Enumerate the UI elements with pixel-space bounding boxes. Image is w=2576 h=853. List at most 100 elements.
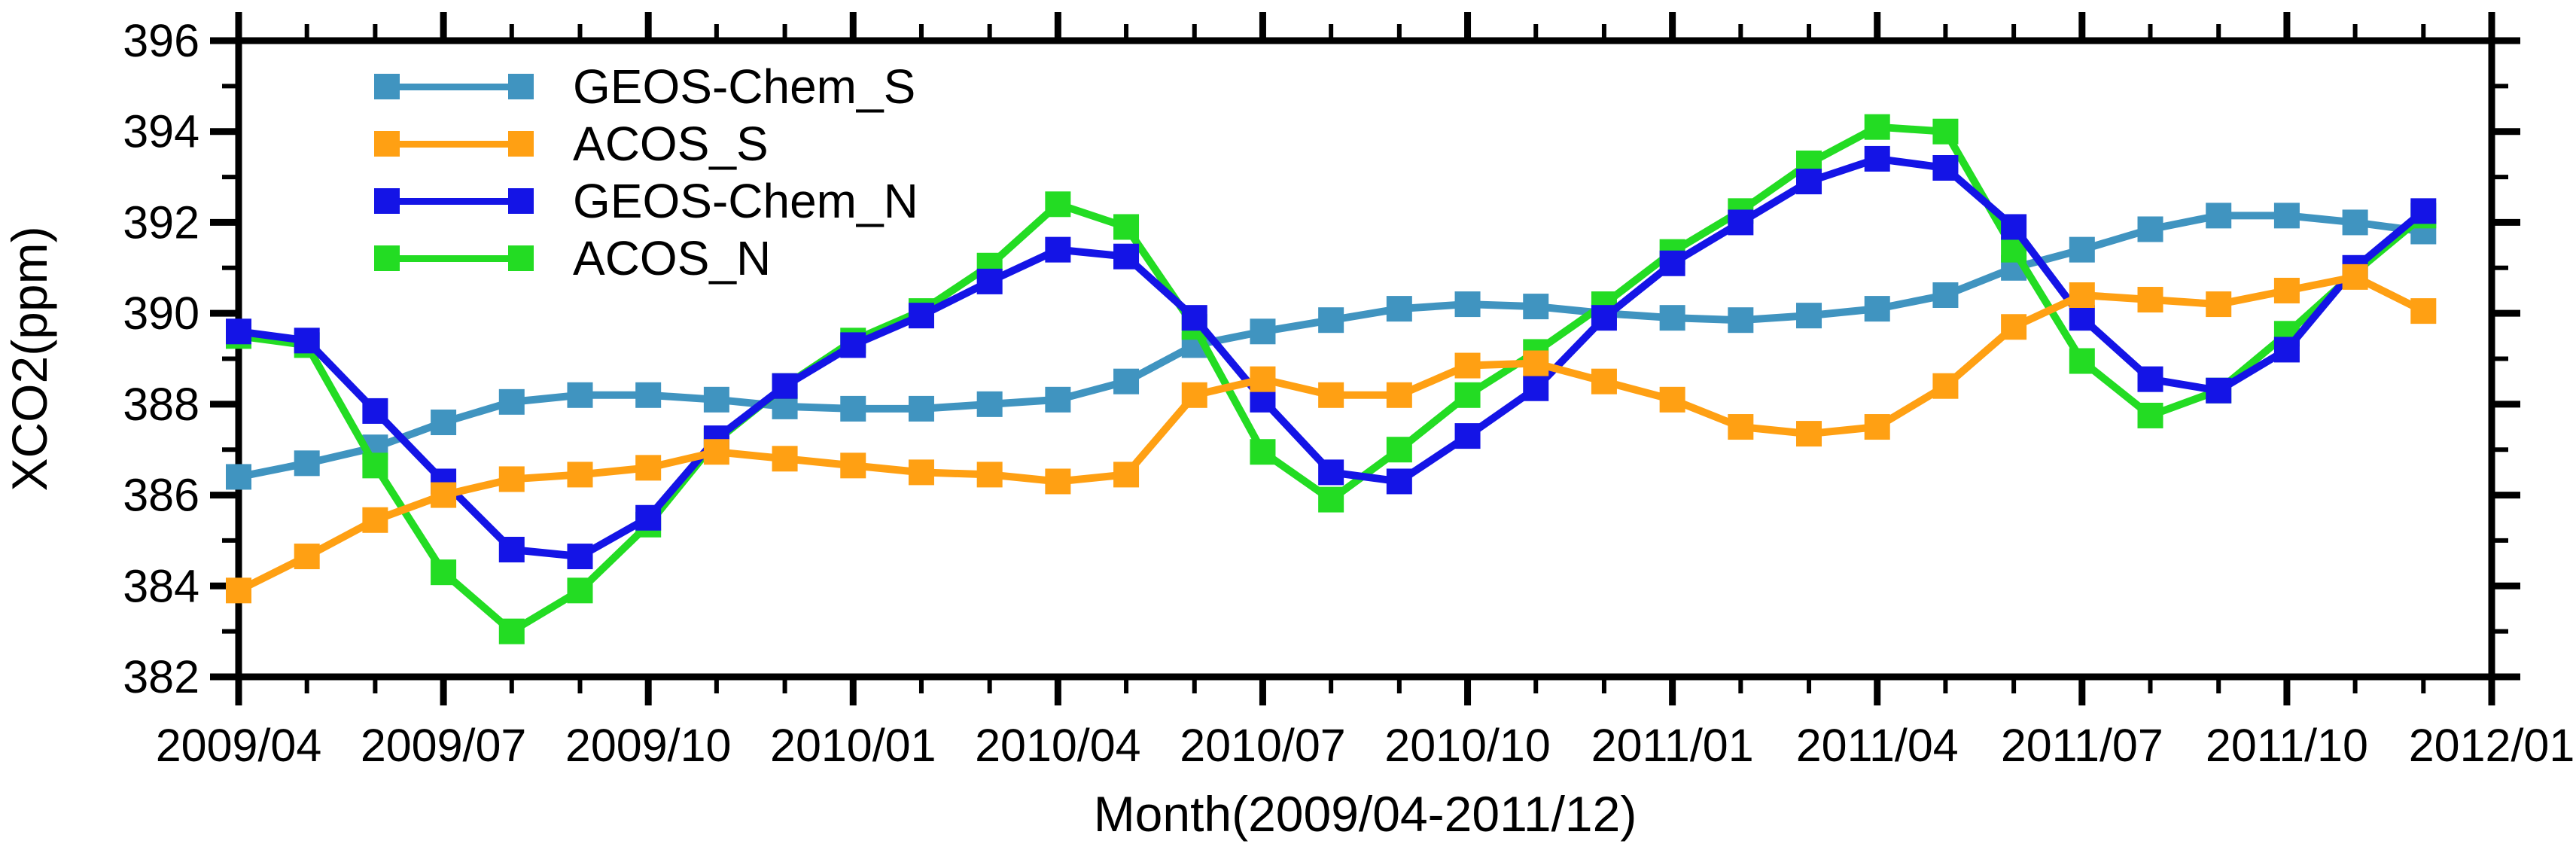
series-marker-ACOS_N (1318, 486, 1344, 513)
series-marker-GEOS-Chem_S (1045, 386, 1071, 413)
series-marker-GEOS-Chem_S (2137, 216, 2163, 242)
series-marker-ACOS_N (567, 577, 593, 604)
series-marker-ACOS_N (1386, 437, 1412, 463)
series-marker-ACOS_S (2273, 277, 2300, 303)
y-tick-label: 388 (123, 379, 199, 430)
legend-swatch-geos-chem-n-icon (374, 188, 534, 214)
series-marker-GEOS-Chem_N (908, 303, 934, 329)
series-marker-ACOS_S (772, 446, 798, 472)
series-marker-GEOS-Chem_S (431, 410, 457, 435)
series-marker-GEOS-Chem_S (1796, 303, 1822, 329)
series-marker-GEOS-Chem_N (294, 327, 320, 354)
series-marker-GEOS-Chem_S (226, 464, 251, 490)
series-marker-GEOS-Chem_N (1113, 243, 1140, 270)
series-marker-ACOS_S (908, 459, 934, 486)
series-marker-GEOS-Chem_N (976, 268, 1003, 294)
series-marker-GEOS-Chem_N (1591, 305, 1617, 331)
series-marker-ACOS_S (1181, 382, 1207, 408)
legend-swatch-acos-s-icon (374, 131, 534, 157)
x-tick-label: 2009/04 (156, 720, 322, 771)
series-marker-GEOS-Chem_S (498, 388, 525, 415)
series-marker-GEOS-Chem_S (1728, 307, 1754, 334)
y-tick-label: 386 (123, 470, 199, 521)
series-marker-GEOS-Chem_S (2206, 203, 2232, 229)
series-marker-GEOS-Chem_N (2069, 305, 2095, 331)
series-marker-ACOS_S (2069, 282, 2095, 308)
series-marker-GEOS-Chem_N (2001, 214, 2027, 240)
series-marker-GEOS-Chem_N (1864, 145, 1890, 172)
series-marker-GEOS-Chem_S (840, 395, 866, 422)
series-marker-GEOS-Chem_N (635, 504, 662, 531)
legend-swatch-acos-n-icon (374, 245, 534, 271)
series-marker-GEOS-Chem_S (908, 395, 934, 422)
series-marker-ACOS_S (703, 439, 729, 465)
series-marker-ACOS_S (2410, 298, 2437, 324)
series-marker-ACOS_N (2069, 348, 2095, 374)
y-tick-label: 392 (123, 196, 199, 248)
y-tick-label: 396 (123, 15, 199, 66)
series-marker-ACOS_S (362, 507, 388, 533)
series-marker-ACOS_S (1523, 350, 1549, 376)
series-marker-GEOS-Chem_N (498, 537, 525, 562)
series-marker-ACOS_N (1864, 114, 1890, 140)
series-marker-ACOS_S (1113, 462, 1140, 488)
series-marker-GEOS-Chem_N (1523, 375, 1549, 401)
series-marker-ACOS_S (294, 544, 320, 570)
x-tick-label: 2010/04 (975, 720, 1141, 771)
series-marker-ACOS_N (1932, 118, 1959, 145)
x-tick-label: 2009/10 (565, 720, 732, 771)
legend-swatch-geos-chem-s-icon (374, 74, 534, 99)
series-marker-GEOS-Chem_N (1181, 305, 1207, 331)
series-marker-ACOS_S (840, 452, 866, 479)
series-marker-ACOS_S (431, 482, 457, 508)
legend-label-geos-chem-n: GEOS-Chem_N (573, 174, 918, 228)
series-marker-ACOS_S (976, 462, 1003, 488)
series-marker-GEOS-Chem_N (1386, 468, 1412, 495)
legend-item-geos-chem-n: GEOS-Chem_N (374, 176, 918, 226)
series-marker-ACOS_N (431, 559, 457, 586)
y-tick-label: 382 (123, 651, 199, 702)
series-marker-ACOS_N (1250, 439, 1276, 465)
x-tick-label: 2012/01 (2409, 720, 2575, 771)
series-marker-GEOS-Chem_S (2273, 203, 2300, 229)
series-marker-ACOS_S (567, 462, 593, 488)
series-marker-ACOS_S (1591, 368, 1617, 395)
series-marker-ACOS_S (2206, 291, 2232, 318)
series-marker-ACOS_S (1796, 421, 1822, 447)
series-marker-ACOS_S (2001, 314, 2027, 340)
series-marker-GEOS-Chem_N (2273, 337, 2300, 363)
series-marker-ACOS_S (635, 455, 662, 481)
series-marker-GEOS-Chem_S (1864, 296, 1890, 322)
series-marker-ACOS_S (1454, 352, 1481, 379)
series-marker-ACOS_S (2342, 264, 2368, 290)
series-marker-GEOS-Chem_N (1932, 155, 1959, 181)
series-marker-ACOS_S (1932, 373, 1959, 399)
series-marker-GEOS-Chem_S (2342, 209, 2368, 236)
series-marker-GEOS-Chem_N (226, 318, 251, 345)
series-marker-GEOS-Chem_S (1659, 305, 1685, 331)
series-marker-ACOS_N (2137, 402, 2163, 428)
series-marker-GEOS-Chem_N (567, 544, 593, 570)
series-marker-GEOS-Chem_N (1318, 459, 1344, 486)
series-marker-GEOS-Chem_S (1454, 291, 1481, 318)
series-marker-ACOS_N (1113, 214, 1140, 240)
series-marker-GEOS-Chem_N (1454, 423, 1481, 449)
x-tick-label: 2011/04 (1796, 720, 1959, 771)
series-marker-GEOS-Chem_N (1796, 169, 1822, 195)
series-marker-GEOS-Chem_N (1045, 236, 1071, 263)
series-marker-GEOS-Chem_S (976, 391, 1003, 417)
series-marker-ACOS_N (1454, 382, 1481, 408)
series-marker-ACOS_S (1386, 382, 1412, 408)
series-marker-GEOS-Chem_S (1250, 318, 1276, 345)
x-tick-label: 2009/07 (361, 720, 527, 771)
x-tick-label: 2011/07 (2001, 720, 2163, 771)
legend-item-acos-n: ACOS_N (374, 233, 918, 283)
series-marker-GEOS-Chem_N (1728, 209, 1754, 236)
series-marker-GEOS-Chem_S (1386, 296, 1412, 322)
series-marker-ACOS_N (362, 452, 388, 479)
series-marker-GEOS-Chem_S (294, 450, 320, 477)
series-marker-GEOS-Chem_N (772, 373, 798, 399)
series-marker-ACOS_S (498, 466, 525, 492)
